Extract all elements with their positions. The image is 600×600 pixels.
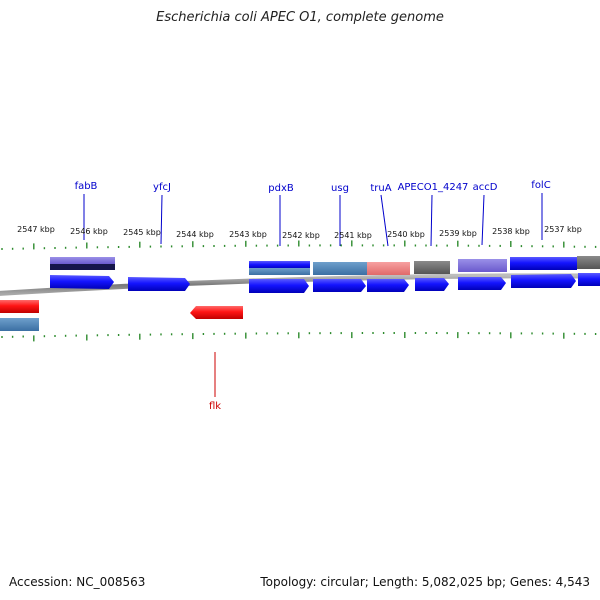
gene-label-APECO1_4247[interactable]: APECO1_4247 (398, 182, 469, 193)
gene-label-fabB[interactable]: fabB (75, 181, 98, 192)
outer-ruler (1, 240, 597, 250)
ruler-label: 2544 kbp (176, 230, 214, 239)
gene-arrow-usg[interactable] (313, 279, 366, 292)
category-bar-APECO1_4247[interactable] (414, 261, 450, 274)
ruler-label: 2541 kbp (334, 231, 372, 240)
leader-line-APECO1_4247 (430, 194, 433, 247)
leader-line-truA (380, 194, 389, 247)
ruler-label: 2545 kbp (123, 228, 161, 237)
ruler-labels: 2547 kbp 2546 kbp 2545 kbp 2544 kbp 2543… (17, 225, 582, 240)
gene-label-yfcJ[interactable]: yfcJ (153, 182, 171, 193)
ruler-label: 2543 kbp (229, 230, 267, 239)
gene-label-usg[interactable]: usg (331, 183, 349, 194)
gene-label-accD[interactable]: accD (473, 182, 498, 193)
map-title: Escherichia coli APEC O1, complete genom… (156, 10, 444, 25)
gene-arrow-flk[interactable] (190, 306, 243, 319)
ruler-label: 2547 kbp (17, 225, 55, 234)
category-bars (0, 256, 600, 331)
ruler-label: 2538 kbp (492, 227, 530, 236)
gene-arrow-folC[interactable] (511, 274, 576, 288)
gene-arrow-yfcJ[interactable] (128, 277, 190, 291)
inner-ruler (1, 332, 597, 342)
gene-labels: fabB yfcJ pdxB usg truA APECO1_4247 accD… (75, 180, 551, 412)
category-bar-reverse-1[interactable] (0, 300, 39, 313)
category-bar-usg[interactable] (313, 262, 367, 275)
category-bar-folC[interactable] (510, 257, 577, 270)
category-bar-accD[interactable] (458, 259, 507, 272)
genome-summary-text: Topology: circular; Length: 5,082,025 bp… (260, 575, 590, 589)
gene-arrow-fabB[interactable] (50, 275, 114, 289)
category-bar-truA[interactable] (367, 262, 410, 275)
gene-arrow-truA[interactable] (367, 279, 409, 292)
leader-line-accD (481, 194, 485, 246)
ruler-label: 2540 kbp (387, 230, 425, 239)
accession-text: Accession: NC_008563 (9, 575, 146, 589)
gene-arrows (50, 273, 600, 319)
ruler-label: 2546 kbp (70, 227, 108, 236)
leader-line-yfcJ (160, 194, 163, 245)
gene-arrow-APECO1_4247[interactable] (415, 278, 449, 291)
ruler-label: 2537 kbp (544, 225, 582, 234)
gene-label-pdxB[interactable]: pdxB (268, 183, 294, 194)
category-bar-folC-next[interactable] (577, 256, 600, 269)
category-bar-fabB[interactable] (50, 257, 115, 264)
gene-arrow-pdxB[interactable] (249, 279, 309, 293)
category-bar-pdxB[interactable] (249, 261, 310, 269)
gene-label-flk[interactable]: flk (209, 401, 221, 412)
ruler-label: 2539 kbp (439, 229, 477, 238)
gene-label-lines (83, 193, 543, 397)
category-bar-pdxB-2[interactable] (249, 268, 310, 275)
category-bar-fabB-dark[interactable] (50, 264, 115, 270)
gene-label-truA[interactable]: truA (370, 183, 391, 194)
gene-arrow-next-forward[interactable] (578, 273, 600, 286)
gene-arrow-accD[interactable] (458, 277, 506, 290)
category-bar-reverse-2[interactable] (0, 318, 39, 331)
gene-label-folC[interactable]: folC (531, 180, 550, 191)
ruler-label: 2542 kbp (282, 231, 320, 240)
